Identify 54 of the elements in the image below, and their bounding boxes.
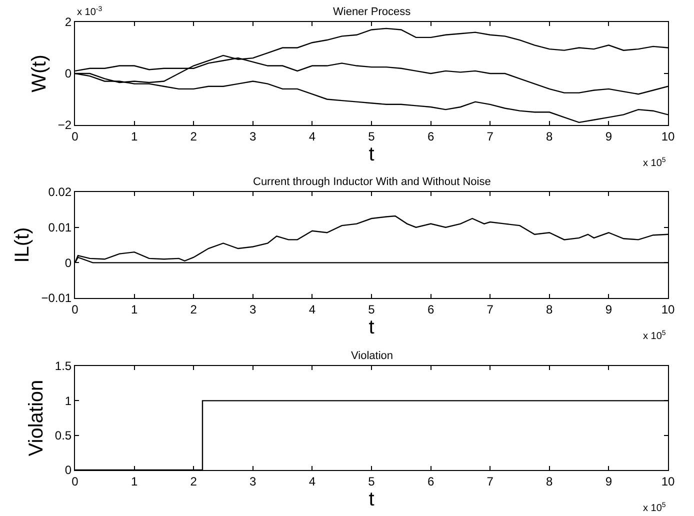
x-tick-label: 4 — [308, 129, 316, 144]
y-tick-label: 0.01 — [48, 220, 72, 235]
x-tick-label: 10 — [661, 302, 675, 316]
x-tick-label: 3 — [250, 302, 257, 316]
x-tick-label: 5 — [368, 474, 376, 488]
x-tick-label: 1 — [130, 474, 138, 488]
text: x 10$^{5}$ — [643, 157, 666, 170]
y-tick-label: 0 — [64, 66, 72, 81]
x-tick-label: 7 — [486, 302, 494, 316]
chart-title: Current through Inductor With and Without Noise — [253, 176, 491, 188]
y-tick-label: 1.5 — [54, 359, 72, 374]
x-tick-label: 8 — [546, 474, 554, 488]
y-tick-label: 0.02 — [48, 185, 72, 200]
x-tick-label: 9 — [605, 302, 612, 316]
x-tick-label: 8 — [546, 129, 554, 144]
x-tick-label: 7 — [486, 474, 494, 488]
x-tick-label: 10 — [661, 474, 675, 488]
x-tick-label: 4 — [308, 302, 316, 316]
text: x 10$^{5}$ — [643, 502, 666, 514]
x-tick-label: 8 — [546, 302, 554, 316]
x-tick-label: 2 — [190, 129, 198, 144]
y-tick-label: −2 — [58, 118, 72, 132]
text: x 10$^{-3}$ — [77, 6, 102, 18]
x-tick-label: 4 — [308, 474, 316, 488]
x-tick-label: 6 — [427, 474, 434, 488]
x-axis-title: t — [368, 143, 375, 166]
y-axis-title: W(t) — [28, 54, 50, 92]
x-tick-label: 1 — [130, 302, 138, 316]
x-tick-label: 9 — [605, 129, 612, 144]
x-tick-label: 3 — [250, 129, 257, 144]
x-tick-label: 3 — [250, 474, 257, 488]
x-tick-label: 7 — [486, 129, 494, 144]
x-tick-label: 5 — [368, 129, 376, 144]
y-tick-label: 2 — [64, 15, 72, 30]
y-tick-label: 0 — [64, 463, 72, 478]
y-axis-title: IL(t) — [12, 227, 34, 263]
x-tick-label: 5 — [368, 302, 376, 316]
x-axis-title: t — [368, 316, 375, 338]
x-tick-label: 6 — [427, 302, 434, 316]
y-tick-label: 0.5 — [54, 428, 72, 443]
text: x 10$^{5}$ — [643, 330, 666, 342]
x-tick-label: 6 — [427, 129, 434, 144]
chart-title: Wiener Process — [333, 6, 412, 18]
chart-title: Violation — [351, 350, 393, 362]
x-tick-label: 1 — [130, 129, 138, 144]
y-tick-label: 0 — [64, 256, 72, 270]
y-tick-label: 1 — [64, 394, 72, 408]
y-tick-label: −0.01 — [41, 291, 72, 306]
x-tick-label: 10 — [661, 129, 675, 144]
x-tick-label: 9 — [605, 474, 612, 488]
y-axis-title: Violation — [25, 380, 48, 456]
x-tick-label: 2 — [190, 302, 198, 316]
x-tick-label: 2 — [190, 474, 198, 488]
x-axis-title: t — [368, 488, 375, 510]
